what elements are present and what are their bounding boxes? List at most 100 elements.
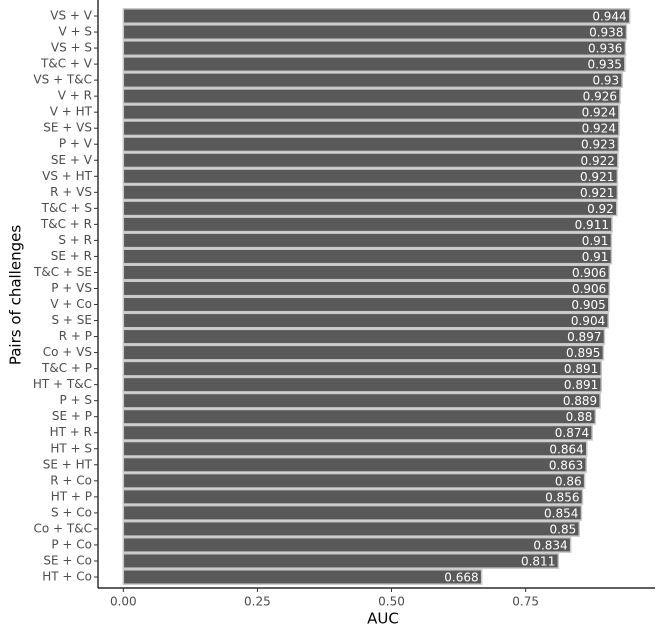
bar bbox=[122, 120, 620, 137]
bar bbox=[122, 88, 621, 105]
value-label: 0.85 bbox=[550, 522, 577, 536]
value-label: 0.91 bbox=[582, 234, 609, 248]
bar bbox=[122, 312, 609, 329]
value-label: 0.889 bbox=[563, 394, 597, 408]
value-label: 0.921 bbox=[580, 186, 614, 200]
bar bbox=[122, 488, 584, 505]
x-tick-label: 0.25 bbox=[244, 595, 271, 609]
value-label: 0.935 bbox=[587, 58, 621, 72]
y-tick-label: V + Co bbox=[50, 297, 92, 311]
y-tick-label: VS + V bbox=[50, 9, 93, 23]
y-tick-label: T&C + P bbox=[41, 361, 92, 375]
y-tick-label: T&C + SE bbox=[33, 265, 92, 279]
value-label: 0.904 bbox=[571, 314, 605, 328]
bar bbox=[122, 40, 627, 57]
bar bbox=[122, 264, 611, 281]
y-tick-label: Co + VS bbox=[43, 345, 92, 359]
bar bbox=[122, 104, 620, 121]
bar bbox=[122, 216, 613, 233]
y-tick-label: T&C + S bbox=[41, 201, 92, 215]
y-tick-label: V + S bbox=[58, 25, 92, 39]
y-tick-label: HT + T&C bbox=[33, 377, 92, 391]
y-tick-label: SE + R bbox=[51, 249, 92, 263]
value-label: 0.924 bbox=[582, 122, 616, 136]
value-label: 0.856 bbox=[545, 490, 579, 504]
bar bbox=[122, 152, 619, 169]
y-tick-label: S + SE bbox=[52, 313, 93, 327]
bar bbox=[122, 472, 586, 489]
value-label: 0.905 bbox=[571, 298, 605, 312]
bar bbox=[122, 408, 597, 425]
bar bbox=[122, 72, 623, 89]
value-label: 0.923 bbox=[581, 138, 615, 152]
value-label: 0.944 bbox=[592, 10, 626, 24]
value-label: 0.88 bbox=[566, 410, 593, 424]
y-tick-label: VS + T&C bbox=[33, 73, 92, 87]
y-tick-label: HT + R bbox=[50, 425, 92, 439]
value-label: 0.906 bbox=[572, 282, 606, 296]
value-label: 0.921 bbox=[580, 170, 614, 184]
y-tick-label: SE + VS bbox=[43, 121, 92, 135]
y-tick-label: VS + S bbox=[51, 41, 92, 55]
value-label: 0.834 bbox=[533, 538, 567, 552]
bar bbox=[122, 136, 620, 153]
y-tick-label: V + HT bbox=[50, 105, 93, 119]
bar bbox=[122, 280, 611, 297]
y-tick-label: HT + S bbox=[50, 441, 92, 455]
bar bbox=[122, 552, 560, 569]
y-tick-label: Co + T&C bbox=[34, 521, 92, 535]
bar bbox=[122, 456, 587, 473]
value-label: 0.668 bbox=[444, 570, 478, 584]
value-label: 0.811 bbox=[521, 554, 555, 568]
y-tick-label: SE + V bbox=[51, 153, 93, 167]
bar bbox=[122, 56, 626, 73]
value-label: 0.926 bbox=[583, 90, 617, 104]
y-tick-label: SE + P bbox=[52, 409, 92, 423]
value-label: 0.936 bbox=[588, 42, 622, 56]
value-label: 0.891 bbox=[564, 362, 598, 376]
value-label: 0.854 bbox=[544, 506, 578, 520]
bar bbox=[122, 8, 631, 24]
y-tick-label: S + R bbox=[58, 233, 92, 247]
bar bbox=[122, 344, 605, 361]
bar bbox=[122, 296, 610, 313]
bar bbox=[122, 24, 628, 41]
x-tick-label: 0.00 bbox=[110, 595, 137, 609]
bar bbox=[122, 376, 603, 393]
value-label: 0.938 bbox=[589, 26, 623, 40]
value-label: 0.874 bbox=[555, 426, 589, 440]
y-tick-label: S + Co bbox=[51, 505, 92, 519]
bar bbox=[122, 184, 619, 201]
bar bbox=[122, 569, 483, 585]
y-tick-label: VS + HT bbox=[42, 169, 93, 183]
y-tick-label: SE + HT bbox=[43, 457, 93, 471]
value-label: 0.897 bbox=[567, 330, 601, 344]
y-tick-label: P + Co bbox=[51, 537, 92, 551]
y-tick-label: P + V bbox=[59, 137, 93, 151]
value-label: 0.863 bbox=[549, 458, 583, 472]
y-tick-label: T&C + V bbox=[40, 57, 93, 71]
value-label: 0.922 bbox=[581, 154, 615, 168]
bar bbox=[122, 248, 613, 265]
value-label: 0.93 bbox=[592, 74, 619, 88]
y-tick-label: SE + Co bbox=[43, 553, 92, 567]
value-label: 0.891 bbox=[564, 378, 598, 392]
bar bbox=[122, 360, 603, 377]
bar bbox=[122, 504, 583, 521]
value-label: 0.924 bbox=[582, 106, 616, 120]
y-tick-label: R + Co bbox=[50, 473, 92, 487]
value-label: 0.91 bbox=[582, 250, 609, 264]
bar bbox=[122, 168, 619, 185]
y-axis-title: Pairs of challenges bbox=[7, 225, 25, 365]
bar bbox=[122, 328, 606, 345]
x-tick-label: 0.50 bbox=[378, 595, 405, 609]
y-tick-label: R + VS bbox=[50, 185, 92, 199]
bar bbox=[122, 424, 593, 441]
y-tick-label: V + R bbox=[58, 89, 92, 103]
bar bbox=[122, 392, 601, 409]
value-label: 0.911 bbox=[575, 218, 609, 232]
value-label: 0.906 bbox=[572, 266, 606, 280]
value-label: 0.92 bbox=[587, 202, 614, 216]
y-tick-label: P + S bbox=[59, 393, 92, 407]
